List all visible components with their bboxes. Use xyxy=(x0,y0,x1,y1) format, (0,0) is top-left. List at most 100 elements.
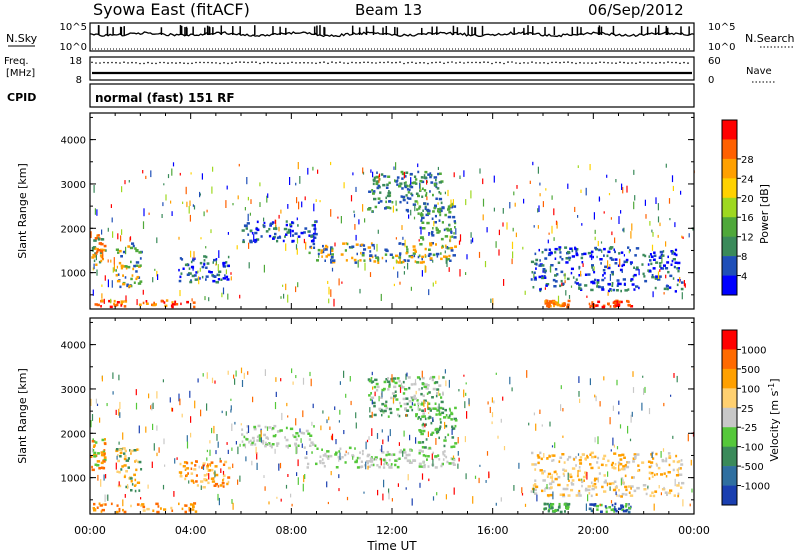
power-echo-cell xyxy=(277,236,282,239)
power-echo-cell xyxy=(614,258,618,261)
power-echo-cell xyxy=(217,264,219,272)
velocity-echo-cell xyxy=(551,506,554,509)
power-echo-cell xyxy=(419,243,423,246)
power-echo-cell xyxy=(358,219,360,225)
power-echo-cell xyxy=(459,234,462,242)
velocity-echo-cell xyxy=(628,506,632,510)
power-echo-cell xyxy=(226,185,228,190)
velocity-echo-cell xyxy=(451,461,455,465)
velocity-echo-cell xyxy=(549,505,552,509)
power-echo-cell xyxy=(419,236,423,239)
power-echo-cell xyxy=(350,195,353,202)
velocity-echo-cell xyxy=(368,394,371,397)
power-echo-cell xyxy=(395,237,397,240)
power-echo-cell xyxy=(297,224,299,227)
velocity-echo-cell xyxy=(633,453,637,456)
velocity-echo-cell xyxy=(385,462,388,465)
power-echo-cell xyxy=(367,208,371,211)
velocity-echo-cell xyxy=(644,386,646,393)
power-echo-cell xyxy=(330,247,332,255)
power-echo-cell xyxy=(550,264,554,267)
velocity-echo-cell xyxy=(97,474,99,481)
power-echo-cell xyxy=(591,305,593,308)
power-echo-cell xyxy=(534,252,537,256)
velocity-echo-cell xyxy=(415,414,418,418)
velocity-echo-cell xyxy=(124,449,127,453)
power-echo-cell xyxy=(371,189,374,192)
power-echo-cell xyxy=(315,199,317,202)
velocity-echo-cell xyxy=(548,504,550,509)
velocity-echo-cell xyxy=(239,443,241,447)
velocity-echo-cell xyxy=(627,503,630,506)
power-echo-cell xyxy=(635,266,639,269)
power-echo-cell xyxy=(424,247,427,251)
velocity-echo-cell xyxy=(546,494,550,497)
velocity-echo-cell xyxy=(661,459,665,463)
power-echo-cell xyxy=(274,232,277,236)
nave-point xyxy=(311,62,313,64)
power-echo-cell xyxy=(197,270,199,274)
power-echo-cell xyxy=(401,243,405,246)
nsky-panel-frame xyxy=(89,22,695,52)
power-echo-cell xyxy=(377,197,381,200)
power-echo-cell xyxy=(417,163,419,168)
velocity-echo-cell xyxy=(227,466,231,470)
power-echo-cell xyxy=(194,278,198,281)
power-echo-cell xyxy=(413,254,416,258)
velocity-echo-cell xyxy=(258,437,262,440)
velocity-echo-cell xyxy=(184,477,187,481)
velocity-echo-cell xyxy=(577,470,579,477)
power-echo-cell xyxy=(135,277,138,281)
power-echo-cell xyxy=(439,208,442,212)
power-echo-cell xyxy=(578,283,582,286)
velocity-echo-cell xyxy=(426,458,428,461)
power-echo-cell xyxy=(617,264,620,267)
velocity-echo-cell xyxy=(435,413,438,416)
velocity-echo-cell xyxy=(400,382,403,389)
power-echo-cell xyxy=(310,239,315,243)
power-echo-cell xyxy=(407,259,410,262)
power-echo-cell xyxy=(296,237,299,244)
power-echo-cell xyxy=(380,293,382,301)
velocity-echo-cell xyxy=(211,480,216,483)
power-echo-cell xyxy=(413,216,416,220)
velocity-echo-cell xyxy=(554,477,558,481)
power-echo-cell xyxy=(638,269,640,276)
velocity-echo-cell xyxy=(221,410,223,414)
velocity-echo-cell xyxy=(421,382,426,386)
power-echo-cell xyxy=(408,188,411,192)
power-echo-cell xyxy=(445,257,447,264)
velocity-echo-cell xyxy=(581,480,584,484)
power-echo-cell xyxy=(368,190,372,193)
velocity-echo-cell xyxy=(534,463,537,466)
power-echo-cell xyxy=(633,288,636,291)
velocity-echo-cell xyxy=(383,409,387,413)
power-echo-cell xyxy=(465,199,467,206)
power-echo-cell xyxy=(380,173,384,176)
velocity-echo-cell xyxy=(665,457,668,460)
velocity-echo-cell xyxy=(122,432,124,440)
power-echo-cell xyxy=(419,261,424,264)
power-echo-cell xyxy=(352,172,354,176)
velocity-echo-cell xyxy=(532,484,537,487)
velocity-echo-cell xyxy=(129,477,133,480)
power-echo-cell xyxy=(613,248,615,251)
velocity-echo-cell xyxy=(246,425,249,428)
velocity-echo-cell xyxy=(192,503,195,506)
power-echo-cell xyxy=(422,260,425,264)
power-echo-cell xyxy=(377,229,379,234)
velocity-echo-cell xyxy=(237,479,239,485)
velocity-echo-cell xyxy=(265,443,268,446)
power-echo-cell xyxy=(151,303,154,307)
velocity-echo-cell xyxy=(387,415,390,418)
power-echo-cell xyxy=(424,170,428,174)
velocity-echo-cell xyxy=(276,444,279,447)
velocity-echo-cell xyxy=(187,472,189,475)
velocity-echo-cell xyxy=(631,476,634,479)
power-echo-cell xyxy=(587,273,591,276)
power-echo-cell xyxy=(437,172,440,176)
power-echo-cell xyxy=(447,189,449,197)
nave-point xyxy=(391,61,393,64)
power-echo-cell xyxy=(652,258,656,261)
power-echo-cell xyxy=(621,270,623,273)
